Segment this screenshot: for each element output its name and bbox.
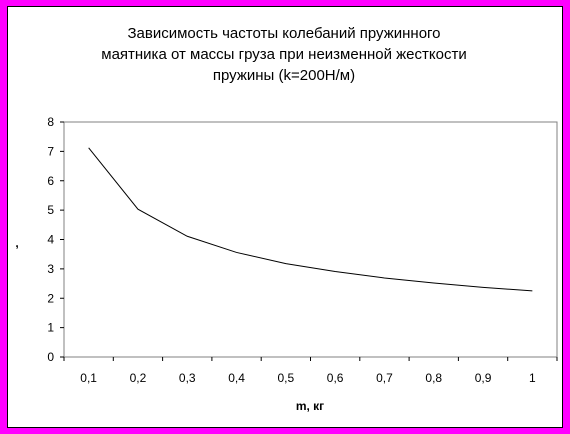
x-tick-label: 0,6 (327, 371, 344, 385)
x-axis: 0,1 0,2 0,3 0,4 0,5 0,6 0,7 0,8 0,9 1 (63, 357, 558, 385)
y-tick-label: 2 (47, 291, 54, 305)
y-tick-label: 1 (47, 321, 54, 335)
x-tick-label: 0,8 (425, 371, 442, 385)
x-tick-label: 0,2 (130, 371, 147, 385)
x-axis-title: m, кг (296, 399, 324, 413)
y-axis-title: , (15, 236, 18, 250)
chart: Зависимость частоты колебаний пружинного… (15, 25, 558, 413)
chart-title-line-1: Зависимость частоты колебаний пружинного (127, 25, 440, 42)
y-tick-label: 6 (47, 174, 54, 188)
y-tick-label: 7 (47, 144, 54, 158)
x-tick-label: 0,7 (376, 371, 393, 385)
x-tick-label: 0,1 (80, 371, 97, 385)
y-tick-label: 3 (47, 262, 54, 276)
plot-area (63, 121, 558, 358)
y-axis: 0 1 2 3 4 5 6 7 8 (47, 115, 64, 364)
x-tick-label: 0,9 (475, 371, 492, 385)
chart-title-line-3: пружины (k=200Н/м) (213, 67, 355, 84)
y-tick-label: 4 (47, 233, 54, 247)
series-line (88, 147, 533, 292)
chart-frame: Зависимость частоты колебаний пружинного… (7, 6, 563, 428)
x-tick-label: 1 (529, 371, 536, 385)
y-tick-label: 5 (47, 203, 54, 217)
chart-title-line-2: маятника от массы груза при неизменной ж… (101, 46, 466, 63)
x-tick-label: 0,4 (228, 371, 245, 385)
series-group (88, 147, 533, 292)
y-tick-label: 0 (47, 350, 54, 364)
y-tick-label: 8 (47, 115, 54, 129)
x-tick-label: 0,3 (179, 371, 196, 385)
x-tick-label: 0,5 (278, 371, 295, 385)
